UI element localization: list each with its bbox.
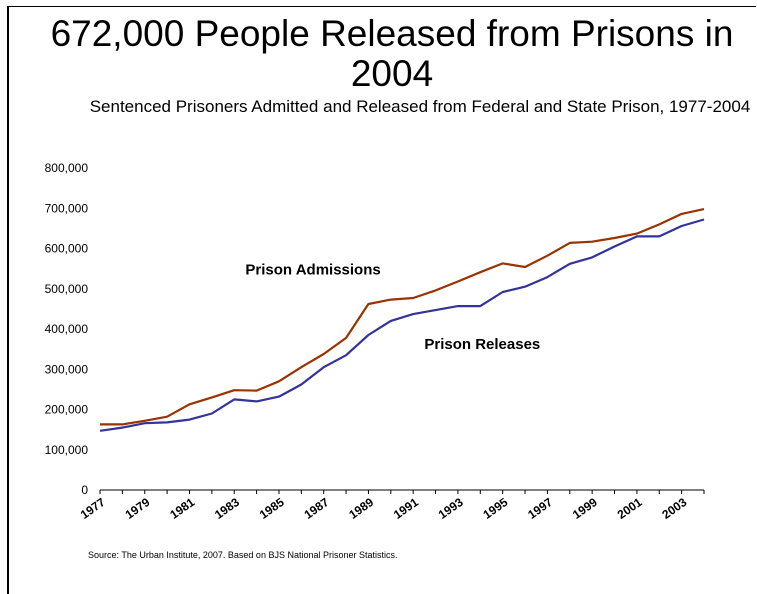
releases-label: Prison Releases bbox=[424, 336, 540, 353]
x-tick-label: 1995 bbox=[480, 495, 510, 522]
series-lines bbox=[99, 208, 705, 432]
x-tick-label: 1989 bbox=[346, 495, 376, 522]
x-tick-label: 1987 bbox=[302, 495, 332, 522]
x-tick-label: 1997 bbox=[525, 495, 555, 522]
x-tick-label: 1983 bbox=[212, 495, 242, 522]
releases-line bbox=[99, 218, 705, 432]
x-tick-label: 1985 bbox=[257, 495, 287, 522]
x-tick-label: 1991 bbox=[391, 495, 421, 522]
y-tick-label: 500,000 bbox=[45, 282, 89, 296]
x-axis-labels: 1977 1979 1981 1983 1985 1987 1989 1991 1993 1995… bbox=[78, 495, 690, 522]
x-tick-label: 1993 bbox=[436, 495, 466, 522]
x-tick-label: 1979 bbox=[123, 495, 153, 522]
x-tick-label: 1981 bbox=[167, 495, 197, 522]
x-tick-label: 2001 bbox=[615, 495, 645, 522]
top-divider bbox=[8, 6, 756, 7]
x-axis-ticks bbox=[99, 490, 705, 494]
y-tick-label: 700,000 bbox=[45, 201, 89, 215]
y-tick-label: 300,000 bbox=[45, 362, 89, 376]
source-note: Source: The Urban Institute, 2007. Based… bbox=[88, 550, 398, 560]
page-title: 672,000 People Released from Prisons in … bbox=[50, 13, 734, 94]
y-tick-label: 800,000 bbox=[45, 161, 89, 175]
y-tick-label: 600,000 bbox=[45, 242, 89, 256]
admissions-label: Prison Admissions bbox=[245, 262, 380, 279]
x-tick-label: 1999 bbox=[570, 495, 600, 522]
left-divider bbox=[7, 6, 9, 594]
chart-subtitle: Sentenced Prisoners Admitted and Release… bbox=[89, 97, 751, 116]
admissions-line bbox=[100, 208, 705, 426]
x-tick-label: 1977 bbox=[78, 495, 108, 522]
x-tick-label: 2003 bbox=[659, 495, 689, 522]
y-tick-label: 200,000 bbox=[45, 403, 89, 417]
y-axis-labels: 0 100,000 200,000 300,000 400,000 500,000 600,… bbox=[45, 161, 89, 497]
y-tick-label: 400,000 bbox=[45, 322, 89, 336]
series-annotations: Prison Admissions Prison Releases bbox=[245, 262, 540, 353]
y-tick-label: 0 bbox=[81, 483, 88, 497]
y-tick-label: 100,000 bbox=[45, 443, 89, 457]
